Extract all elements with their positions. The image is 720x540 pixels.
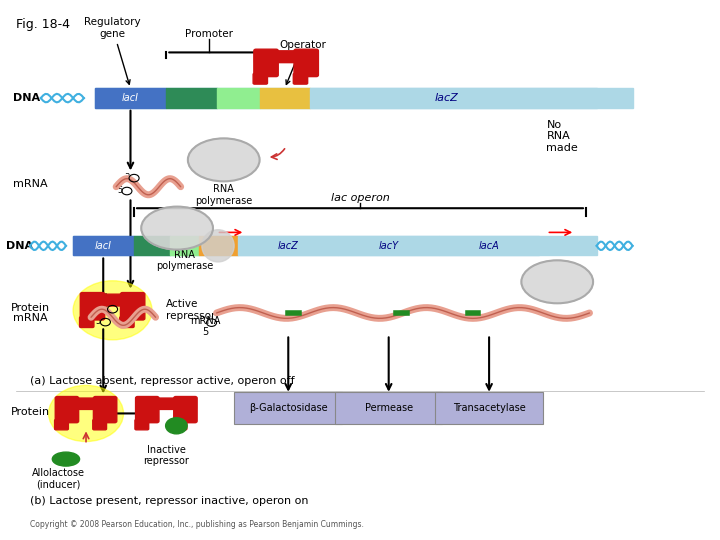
Text: mRNA: mRNA bbox=[13, 313, 48, 323]
FancyBboxPatch shape bbox=[94, 89, 166, 108]
Circle shape bbox=[166, 418, 187, 434]
Text: lacZ: lacZ bbox=[434, 93, 458, 103]
FancyBboxPatch shape bbox=[199, 236, 238, 255]
Text: Regulatory
gene: Regulatory gene bbox=[84, 17, 141, 84]
FancyBboxPatch shape bbox=[73, 236, 134, 255]
FancyBboxPatch shape bbox=[217, 89, 260, 108]
Text: Fig. 18-4: Fig. 18-4 bbox=[16, 17, 70, 30]
FancyBboxPatch shape bbox=[255, 51, 318, 63]
Text: 3: 3 bbox=[103, 304, 108, 313]
FancyBboxPatch shape bbox=[73, 236, 597, 255]
Text: DNA: DNA bbox=[13, 93, 40, 103]
Ellipse shape bbox=[141, 207, 213, 249]
Text: lac operon: lac operon bbox=[330, 193, 390, 203]
FancyBboxPatch shape bbox=[235, 392, 342, 424]
Text: Allolactose
(inducer): Allolactose (inducer) bbox=[32, 468, 85, 489]
FancyBboxPatch shape bbox=[135, 420, 149, 430]
Text: Inactive
repressor: Inactive repressor bbox=[143, 444, 189, 466]
Circle shape bbox=[73, 281, 152, 340]
Text: Promoter: Promoter bbox=[185, 29, 233, 39]
Text: Transacetylase: Transacetylase bbox=[453, 403, 526, 413]
FancyBboxPatch shape bbox=[94, 89, 597, 108]
FancyBboxPatch shape bbox=[135, 396, 159, 423]
Text: 5: 5 bbox=[96, 317, 101, 326]
Text: RNA
polymerase: RNA polymerase bbox=[156, 249, 213, 271]
FancyBboxPatch shape bbox=[294, 49, 318, 77]
FancyBboxPatch shape bbox=[254, 49, 278, 77]
FancyBboxPatch shape bbox=[120, 317, 134, 327]
FancyBboxPatch shape bbox=[293, 73, 307, 84]
Text: 5: 5 bbox=[117, 186, 122, 195]
Text: Copyright © 2008 Pearson Education, Inc., publishing as Pearson Benjamin Cumming: Copyright © 2008 Pearson Education, Inc.… bbox=[30, 520, 364, 529]
FancyBboxPatch shape bbox=[338, 236, 439, 255]
Text: 3: 3 bbox=[125, 173, 130, 182]
Text: (a) Lactose absent, repressor active, operon off: (a) Lactose absent, repressor active, op… bbox=[30, 375, 294, 386]
FancyBboxPatch shape bbox=[55, 420, 68, 430]
Ellipse shape bbox=[53, 452, 80, 466]
FancyBboxPatch shape bbox=[253, 73, 267, 84]
Text: DNA: DNA bbox=[6, 241, 33, 251]
FancyBboxPatch shape bbox=[260, 89, 310, 108]
Text: lacA: lacA bbox=[479, 241, 500, 251]
FancyBboxPatch shape bbox=[81, 294, 144, 306]
Text: (b) Lactose present, repressor inactive, operon on: (b) Lactose present, repressor inactive,… bbox=[30, 496, 309, 507]
Text: No
RNA
made: No RNA made bbox=[546, 119, 578, 153]
FancyBboxPatch shape bbox=[439, 236, 539, 255]
FancyBboxPatch shape bbox=[170, 236, 199, 255]
FancyBboxPatch shape bbox=[93, 420, 107, 430]
Text: lacZ: lacZ bbox=[278, 241, 299, 251]
FancyBboxPatch shape bbox=[166, 89, 217, 108]
FancyBboxPatch shape bbox=[174, 396, 197, 423]
FancyBboxPatch shape bbox=[80, 317, 94, 327]
Text: Operator: Operator bbox=[279, 40, 326, 84]
Circle shape bbox=[48, 386, 124, 442]
Ellipse shape bbox=[188, 138, 260, 181]
FancyBboxPatch shape bbox=[81, 293, 104, 320]
FancyBboxPatch shape bbox=[436, 392, 543, 424]
FancyBboxPatch shape bbox=[136, 398, 197, 409]
FancyBboxPatch shape bbox=[55, 396, 78, 423]
Text: Permease: Permease bbox=[364, 403, 413, 413]
Text: lacI: lacI bbox=[95, 241, 112, 251]
Ellipse shape bbox=[521, 260, 593, 303]
FancyBboxPatch shape bbox=[56, 398, 116, 409]
FancyBboxPatch shape bbox=[238, 236, 338, 255]
Text: mRNA
5: mRNA 5 bbox=[191, 316, 221, 338]
Ellipse shape bbox=[202, 230, 234, 262]
Text: lacI: lacI bbox=[122, 93, 139, 103]
Text: Protein: Protein bbox=[11, 407, 50, 417]
FancyBboxPatch shape bbox=[310, 89, 633, 108]
FancyBboxPatch shape bbox=[94, 396, 117, 423]
Text: lacY: lacY bbox=[379, 241, 399, 251]
Text: β-Galactosidase: β-Galactosidase bbox=[249, 403, 328, 413]
FancyBboxPatch shape bbox=[335, 392, 443, 424]
Text: Protein: Protein bbox=[11, 302, 50, 313]
Text: mRNA: mRNA bbox=[13, 179, 48, 189]
FancyBboxPatch shape bbox=[173, 420, 187, 430]
Text: Active
repressor: Active repressor bbox=[166, 300, 216, 321]
FancyBboxPatch shape bbox=[134, 236, 170, 255]
FancyBboxPatch shape bbox=[120, 293, 145, 320]
Text: RNA
polymerase: RNA polymerase bbox=[195, 184, 252, 206]
